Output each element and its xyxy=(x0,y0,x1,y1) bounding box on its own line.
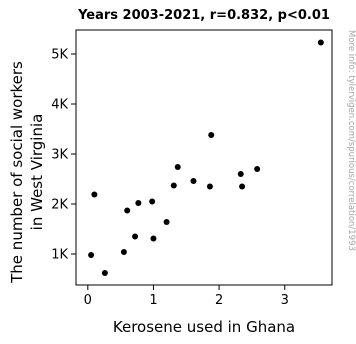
data-point xyxy=(174,164,181,170)
y-axis-label-line-2: in West Virginia xyxy=(28,114,46,231)
data-point xyxy=(237,171,244,177)
data-point xyxy=(150,235,157,242)
x-tick-label: 3 xyxy=(281,293,289,308)
data-point xyxy=(206,183,213,190)
y-axis-label-line-1: The number of social workers xyxy=(8,61,26,284)
y-tick-label: 1K xyxy=(51,248,68,263)
data-point xyxy=(101,270,108,276)
x-axis-label: Kerosene used in Ghana xyxy=(113,318,295,336)
x-tick-label: 0 xyxy=(84,293,92,308)
data-point xyxy=(149,198,156,205)
watermark: More info: tylervigen.com/spurious/corre… xyxy=(346,30,356,251)
x-axis: 0 1 2 3 xyxy=(84,285,289,308)
y-axis-label: The number of social workers in West Vir… xyxy=(8,61,46,284)
data-point xyxy=(135,200,142,206)
data-point xyxy=(208,132,215,138)
data-point xyxy=(170,182,177,189)
data-point xyxy=(254,166,261,172)
data-point xyxy=(120,249,127,255)
y-tick-label: 2K xyxy=(51,198,68,213)
plot-frame xyxy=(75,29,333,286)
x-tick-label: 1 xyxy=(149,293,157,308)
y-tick-label: 4K xyxy=(51,98,68,113)
data-point xyxy=(163,219,170,225)
y-axis: 1K 2K 3K 4K 5K xyxy=(51,48,76,263)
data-point xyxy=(239,183,246,190)
data-point xyxy=(91,191,98,198)
y-tick-label: 3K xyxy=(51,148,68,163)
data-points xyxy=(88,39,324,276)
x-tick-label: 2 xyxy=(215,293,223,308)
data-point xyxy=(190,178,197,184)
data-point xyxy=(124,207,131,214)
y-tick-label: 5K xyxy=(51,48,68,63)
chart-title: Years 2003-2021, r=0.832, p<0.01 xyxy=(77,8,330,23)
data-point xyxy=(88,252,95,258)
data-point xyxy=(317,39,324,46)
data-point xyxy=(132,233,139,240)
